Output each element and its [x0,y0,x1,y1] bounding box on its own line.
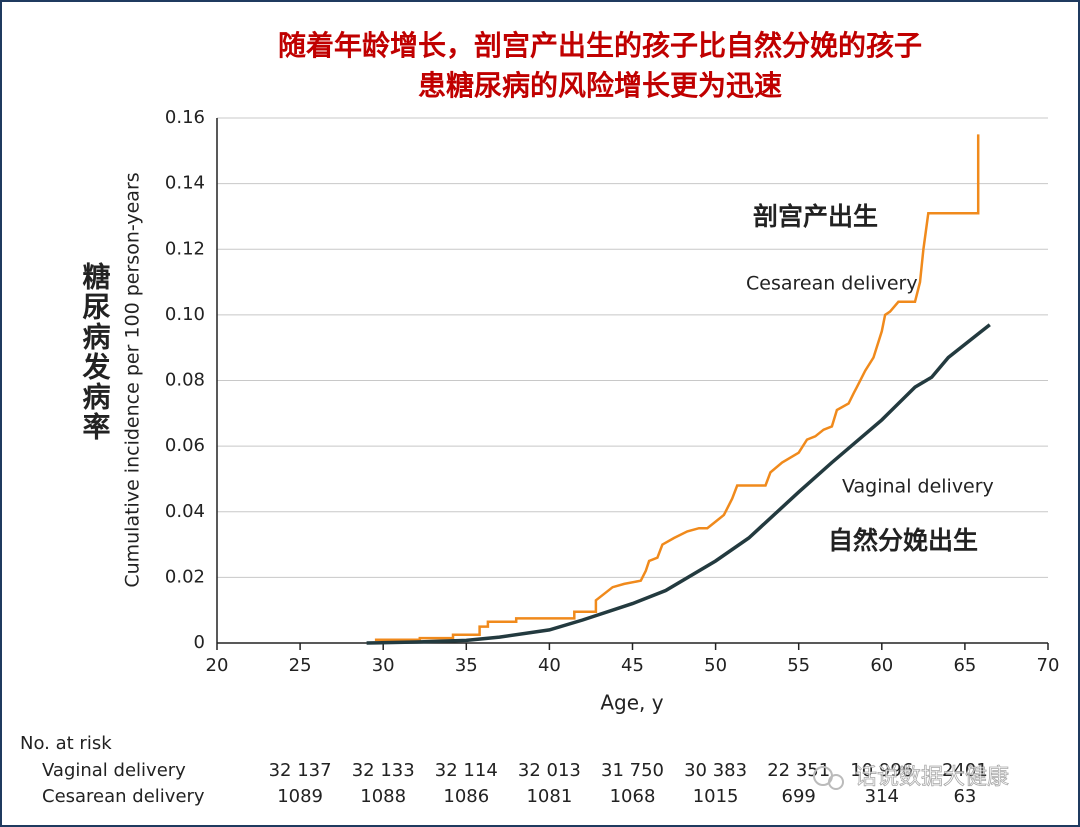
risk-value: 63 [953,786,976,807]
watermark: 话说数据大健康 [855,765,1009,790]
x-tick-label: 50 [704,655,727,676]
risk-value: 10 996 [850,760,913,781]
x-tick-label: 45 [621,655,644,676]
risk-value: 32 013 [518,760,581,781]
risk-value: 2401 [942,760,988,781]
x-tick-label: 70 [1037,655,1060,676]
line-series [366,323,991,645]
risk-value: 22 351 [767,760,830,781]
risk-value: 1086 [443,786,489,807]
x-tick-label: 20 [206,655,229,676]
risk-value: 32 133 [352,760,415,781]
line-series [374,134,980,641]
y-label-cn: 糖尿病发病率 [79,262,112,442]
y-tick-label: 0.02 [165,566,205,587]
watermark-icon [828,774,844,790]
x-tick-label: 25 [289,655,312,676]
x-tick-label: 55 [787,655,810,676]
y-tick-label: 0.12 [165,238,205,259]
chart-title: 患糖尿病的风险增长更为迅速 [418,69,782,102]
x-axis-label: Age, y [600,691,663,715]
x-tick-label: 35 [455,655,478,676]
risk-value: 32 137 [269,760,332,781]
y-tick-label: 0.14 [165,173,205,194]
annotation: Vaginal delivery [842,476,994,498]
risk-row-name: Vaginal delivery [42,760,186,781]
risk-value: 1081 [526,786,572,807]
y-tick-label: 0 [194,632,205,653]
y-axis-label: Cumulative incidence per 100 person-year… [122,172,144,587]
annotation: Cesarean delivery [746,273,918,295]
risk-value: 30 383 [684,760,747,781]
y-tick-label: 0.10 [165,304,205,325]
x-tick-label: 40 [538,655,561,676]
risk-table-title: No. at risk [20,733,112,754]
risk-value: 32 114 [435,760,498,781]
risk-value: 699 [782,786,816,807]
risk-row-name: Cesarean delivery [42,786,205,807]
y-tick-label: 0.04 [165,501,205,522]
risk-value: 1015 [693,786,739,807]
x-tick-label: 65 [953,655,976,676]
chart-title: 随着年龄增长，剖宫产出生的孩子比自然分娩的孩子 [278,29,922,62]
risk-value: 1088 [360,786,406,807]
y-tick-label: 0.06 [165,435,205,456]
y-tick-label: 0.08 [165,370,205,391]
x-tick-label: 30 [372,655,395,676]
y-tick-label: 0.16 [165,107,205,128]
risk-value: 31 750 [601,760,664,781]
risk-value: 314 [865,786,899,807]
annotation: 自然分娩出生 [828,526,978,555]
risk-value: 1068 [610,786,656,807]
x-tick-label: 60 [870,655,893,676]
risk-value: 1089 [277,786,323,807]
annotation: 剖宫产出生 [753,202,878,231]
